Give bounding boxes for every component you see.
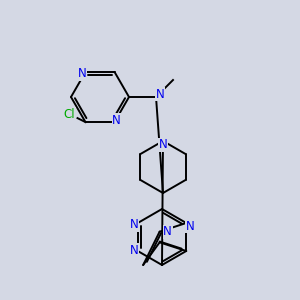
Text: N: N xyxy=(159,139,167,152)
Text: N: N xyxy=(129,244,138,256)
Text: N: N xyxy=(186,220,195,232)
Text: N: N xyxy=(163,225,172,238)
Text: Cl: Cl xyxy=(64,108,75,121)
Text: N: N xyxy=(78,68,87,80)
Text: N: N xyxy=(156,88,164,100)
Text: N: N xyxy=(129,218,138,232)
Text: N: N xyxy=(129,244,138,257)
Text: N: N xyxy=(112,114,121,127)
